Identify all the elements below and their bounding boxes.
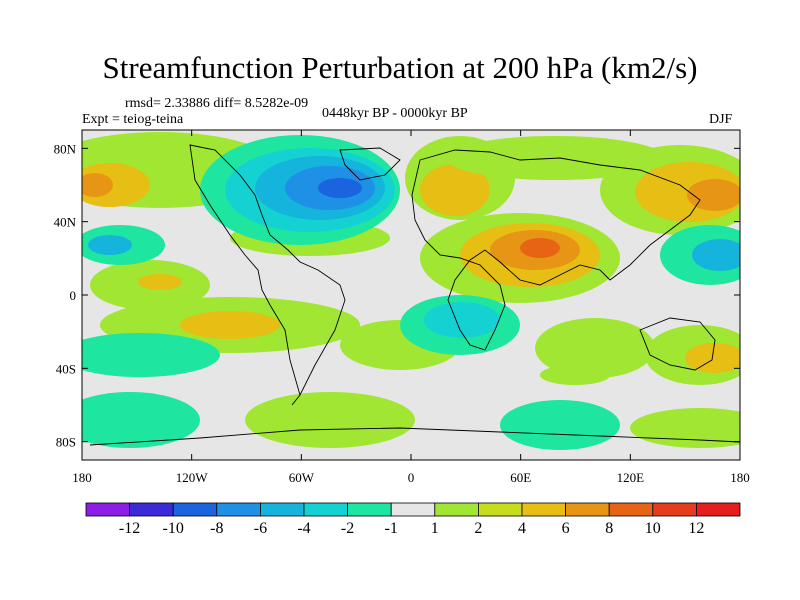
contour-region [692, 239, 740, 271]
contour-region [630, 408, 740, 448]
plot-title: Streamfunction Perturbation at 200 hPa (… [102, 50, 698, 85]
colorbar-label: 10 [645, 520, 661, 537]
colorbar-label: -6 [254, 520, 267, 537]
lat-tick-label: 80N [54, 141, 77, 156]
lon-tick-label: 60W [289, 470, 315, 485]
contour-region [82, 173, 113, 197]
contour-region [540, 365, 610, 385]
lat-tick-label: 0 [70, 288, 77, 303]
colorbar-label: 4 [518, 520, 526, 537]
contour-region [535, 318, 655, 378]
lat-tick-label: 80S [56, 435, 76, 450]
colorbar-swatch [696, 502, 741, 517]
contour-region [82, 392, 200, 448]
contour-region [82, 333, 220, 377]
colorbar-swatch [347, 502, 392, 517]
colorbar-label: -8 [210, 520, 223, 537]
lon-tick-label: 120E [617, 470, 645, 485]
longitude-axis: 180 120W 60W 0 60E 120E 180 [72, 130, 750, 485]
stats-label: rmsd= 2.33886 diff= 8.5282e-09 [125, 96, 309, 111]
latitude-axis: 80N 40N 0 40S 80S [54, 141, 740, 450]
colorbar-label: -10 [163, 520, 184, 537]
contour-field [82, 132, 740, 450]
colorbar-swatch [85, 502, 130, 517]
greenland-coast [339, 147, 401, 181]
colorbar-label: -12 [119, 520, 140, 537]
season-label: DJF [709, 112, 733, 127]
contour-region [687, 179, 740, 211]
colorbar-swatch [216, 502, 261, 517]
contour-region [520, 238, 560, 258]
colorbar-labels: -12 -10 -8 -6 -4 -2 -1 1 2 4 6 8 10 12 [119, 520, 704, 537]
colorbar-swatch [434, 502, 479, 517]
lon-tick-label: 0 [408, 470, 415, 485]
americas-coast [189, 144, 346, 406]
colorbar-swatch [259, 502, 305, 517]
lon-tick-label: 180 [730, 470, 750, 485]
contour-region [424, 302, 500, 338]
colorbar-label: -4 [297, 520, 310, 537]
contour-region [180, 311, 280, 339]
coastlines [89, 144, 740, 446]
colorbar-swatch [565, 502, 610, 517]
colorbar-label: 1 [431, 520, 439, 537]
lat-tick-label: 40N [54, 215, 77, 230]
colorbar-swatch [303, 502, 348, 517]
contour-region [420, 164, 490, 216]
colorbar-swatch [390, 502, 436, 517]
colorbar [85, 502, 741, 517]
contour-region [318, 178, 362, 198]
colorbar-swatch [477, 502, 523, 517]
colorbar-swatch [129, 502, 174, 517]
lon-tick-label: 60E [510, 470, 531, 485]
colorbar-swatch [608, 502, 654, 517]
eurasia-africa-coast [411, 149, 701, 351]
australia-coast [639, 317, 716, 371]
contour-region [245, 392, 415, 448]
contour-region [138, 274, 182, 290]
period-label: 0448kyr BP - 0000kyr BP [322, 106, 468, 121]
experiment-label: Expt = teiog-teina [82, 112, 184, 127]
colorbar-label: -2 [341, 520, 354, 537]
lat-tick-label: 40S [56, 361, 76, 376]
colorbar-label: 2 [474, 520, 482, 537]
colorbar-swatch [521, 502, 566, 517]
colorbar-label: 8 [605, 520, 613, 537]
lon-tick-label: 180 [72, 470, 92, 485]
contour-region [500, 400, 620, 450]
colorbar-label: 6 [562, 520, 570, 537]
colorbar-label: 12 [688, 520, 704, 537]
antarctica-coast [89, 427, 740, 446]
colorbar-swatch [172, 502, 218, 517]
colorbar-label: -1 [385, 520, 398, 537]
colorbar-swatch [652, 502, 697, 517]
contour-region [88, 235, 132, 255]
lon-tick-label: 120W [176, 470, 209, 485]
